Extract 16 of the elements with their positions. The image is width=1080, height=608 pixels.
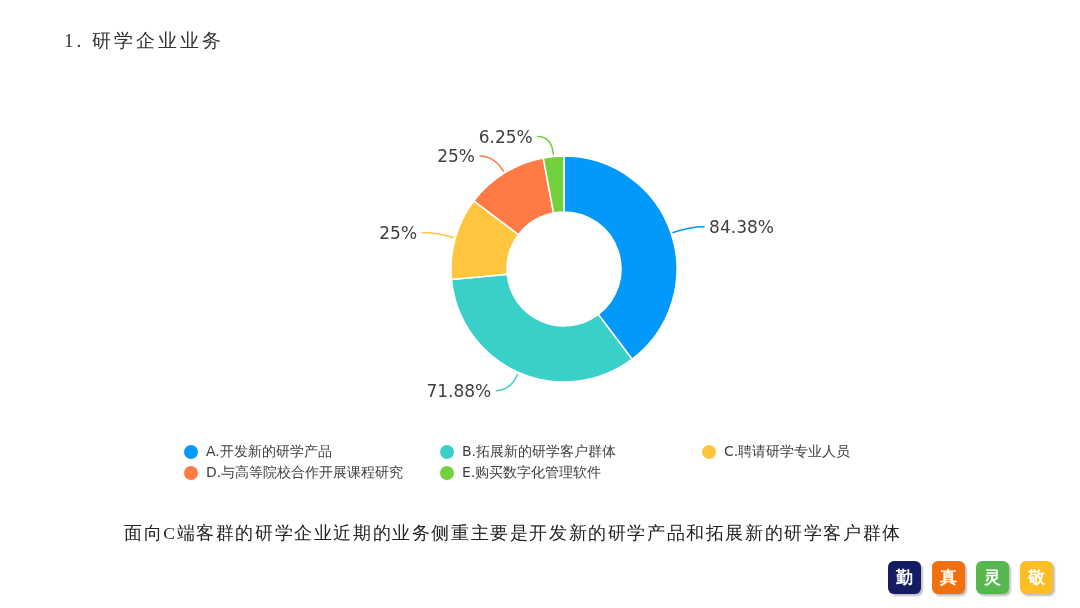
rounded-tile: 灵 <box>976 561 1009 594</box>
legend-label: B.拓展新的研学客户群体 <box>462 442 617 461</box>
legend-label: C.聘请研学专业人员 <box>724 442 851 461</box>
rounded-tile: 敬 <box>1020 561 1053 594</box>
chart-title: 1. 研学企业业务 <box>64 29 224 53</box>
data-label: 84.38% <box>709 216 774 237</box>
data-label: 71.88% <box>426 380 492 401</box>
text: 面向C端客群的研学企业近期的业务侧重主要是开发新的研学产品和拓展新的研学客户群体 <box>123 522 903 545</box>
legend-label: E.购买数字化管理软件 <box>462 463 602 482</box>
rounded-tile: 真 <box>932 561 965 594</box>
data-label: 25% <box>379 222 418 243</box>
rounded-tile: 勤 <box>888 561 921 594</box>
data-label: 6.25% <box>478 126 533 147</box>
legend-label: D.与高等院校合作开展课程研究 <box>206 463 404 482</box>
data-label: 25% <box>437 145 475 166</box>
legend-label: A.开发新的研学产品 <box>206 442 332 461</box>
